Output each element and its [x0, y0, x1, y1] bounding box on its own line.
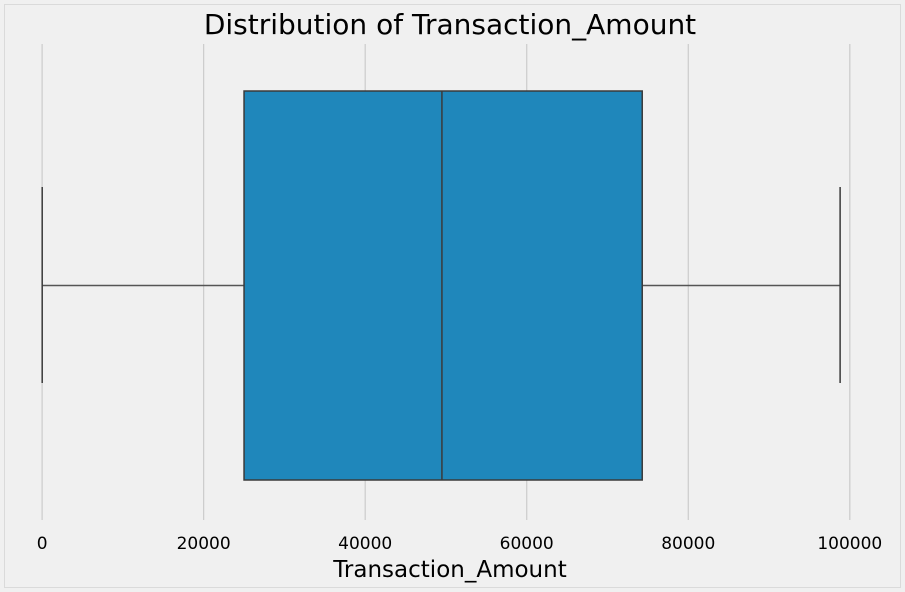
x-tick-label: 40000 — [338, 534, 392, 554]
x-tick-label: 0 — [37, 534, 48, 554]
x-tick-label: 20000 — [177, 534, 231, 554]
chart-title: Distribution of Transaction_Amount — [204, 8, 696, 41]
x-tick-label: 100000 — [817, 534, 882, 554]
figure-border — [4, 4, 901, 588]
x-tick-label: 80000 — [661, 534, 715, 554]
x-axis-label: Transaction_Amount — [332, 557, 566, 583]
interquartile-box — [243, 90, 643, 481]
box-plot — [41, 90, 841, 481]
x-tick-labels: 0 20000 40000 60000 80000 100000 — [37, 534, 883, 554]
x-tick-label: 60000 — [500, 534, 554, 554]
